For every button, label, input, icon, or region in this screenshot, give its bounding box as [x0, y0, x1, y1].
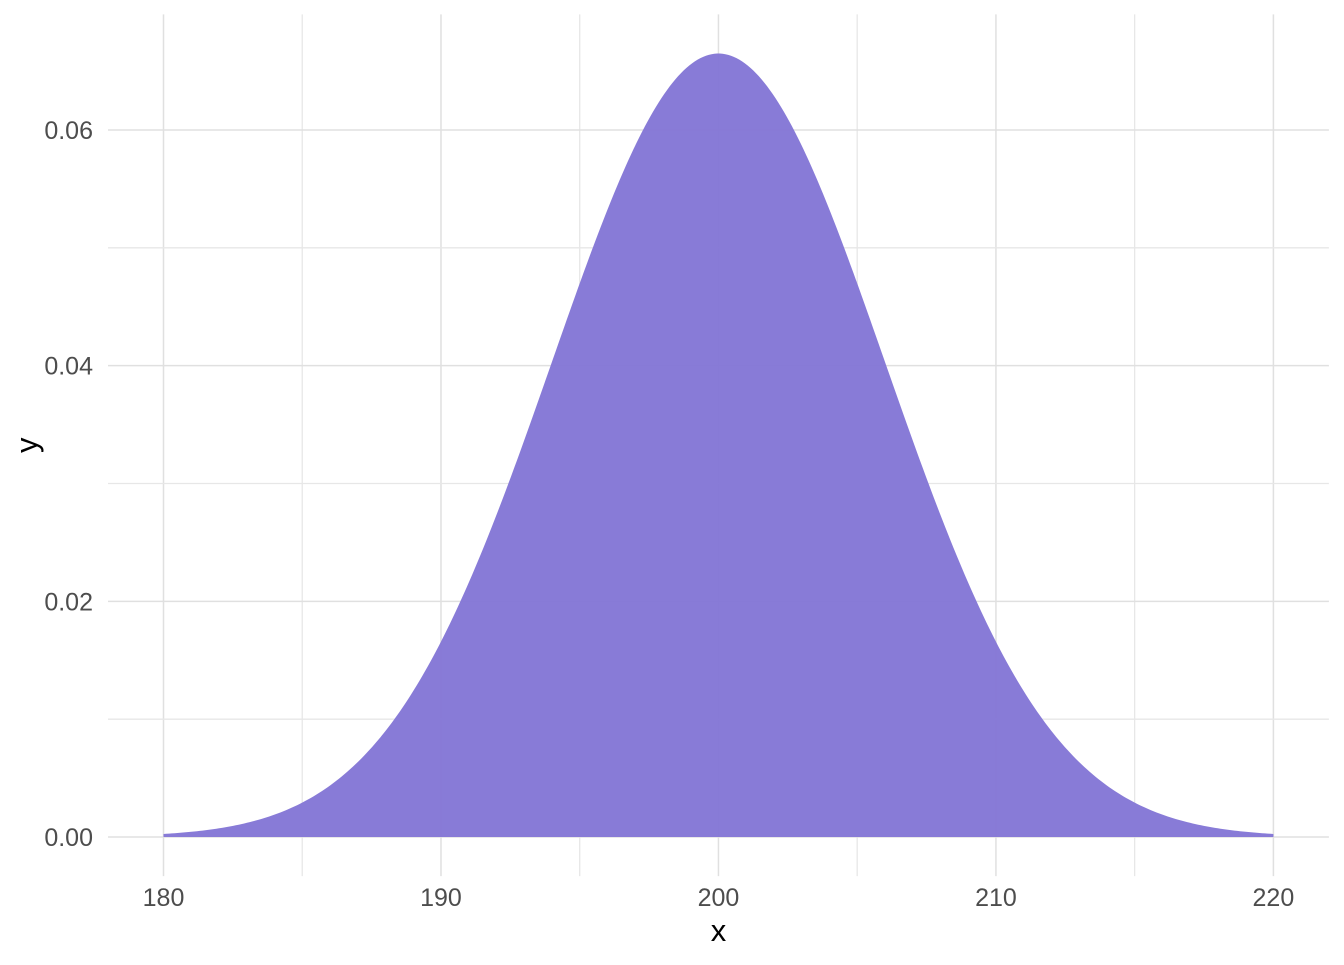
svg-text:x: x [711, 913, 727, 948]
svg-text:220: 220 [1253, 884, 1295, 912]
svg-text:180: 180 [143, 884, 185, 912]
svg-text:0.02: 0.02 [44, 588, 93, 616]
svg-text:200: 200 [698, 884, 740, 912]
svg-text:0.04: 0.04 [44, 353, 93, 381]
svg-text:0.00: 0.00 [44, 824, 93, 852]
svg-text:y: y [9, 437, 44, 453]
svg-text:210: 210 [975, 884, 1017, 912]
svg-text:0.06: 0.06 [44, 117, 93, 145]
svg-text:190: 190 [420, 884, 462, 912]
